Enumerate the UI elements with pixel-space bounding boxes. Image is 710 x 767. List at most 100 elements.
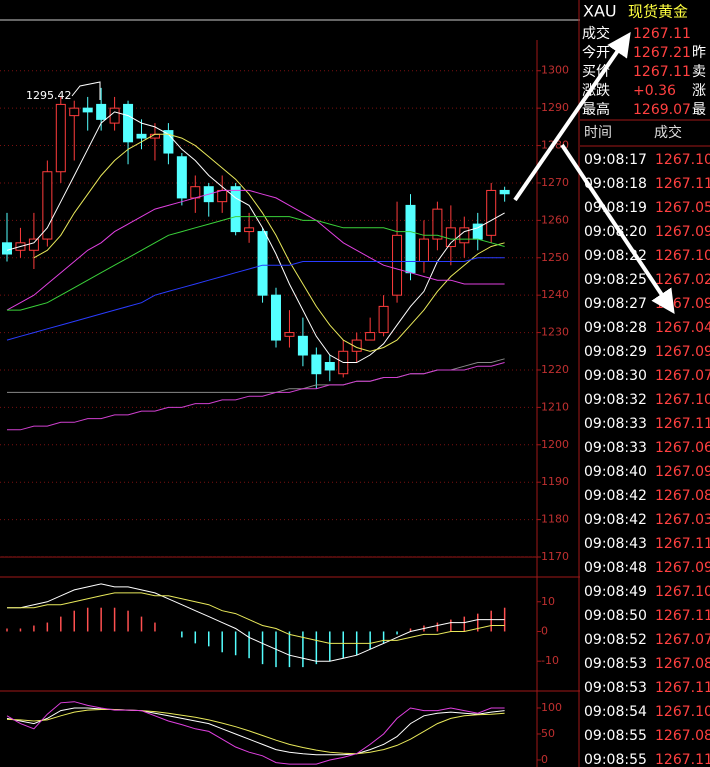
tick-price: 1267.11 [655, 608, 710, 624]
y-tick-label: 1220 [541, 363, 569, 376]
tick-price: 1267.09 [655, 464, 710, 480]
y-tick-label: 1180 [541, 513, 569, 526]
y-tick-label: 1250 [541, 251, 569, 264]
y-tick-label: 1290 [541, 101, 569, 114]
tick-price: 1267.07 [655, 368, 710, 384]
symbol: XAU [583, 2, 617, 21]
tick-price: 1267.02 [655, 272, 710, 288]
candle-body [2, 242, 12, 255]
candle-body [311, 354, 322, 375]
quote-value: 1267.11 [633, 26, 691, 42]
candle-body [271, 294, 281, 341]
candle-body [365, 332, 376, 341]
y-tick-label: 1230 [541, 326, 569, 339]
candle-body [445, 227, 456, 248]
quote-value: 1267.11 [633, 64, 691, 80]
candle-body [459, 227, 470, 244]
tick-time: 09:08:20 [584, 224, 647, 240]
candle-body [109, 107, 120, 124]
y-tick-label: 1190 [541, 475, 569, 488]
y-tick-label: 1170 [541, 550, 569, 563]
candle-body [123, 103, 134, 143]
table-header: 时间 [584, 125, 612, 141]
y-tick-label: 50 [541, 727, 555, 740]
y-tick-label: 1240 [541, 288, 569, 301]
candle-body [82, 107, 93, 113]
candle-body [284, 332, 295, 337]
candle-body [378, 305, 389, 334]
instrument-name: 现货黄金 [628, 3, 688, 21]
tick-time: 09:08:43 [584, 536, 647, 552]
tick-price: 1267.04 [655, 320, 710, 336]
annotation-leader [71, 81, 101, 100]
candle-body [418, 238, 429, 263]
quote-label: 卖 [692, 64, 706, 80]
tick-time: 09:08:55 [584, 752, 647, 767]
pane [0, 70, 537, 557]
quote-label: 最高 [582, 101, 610, 118]
tick-time: 09:08:30 [584, 368, 647, 384]
tick-price: 1267.07 [655, 632, 710, 648]
tick-price: 1267.11 [655, 176, 710, 192]
candle-body [163, 130, 174, 154]
indicator-line [33, 133, 505, 352]
quote-label: 昨 [692, 45, 706, 61]
tick-time: 09:08:40 [584, 464, 647, 480]
tick-price: 1267.10 [655, 152, 710, 168]
candle-body [69, 107, 80, 117]
tick-time: 09:08:48 [584, 560, 647, 576]
quote-label: 成交 [582, 25, 610, 42]
quote-value: 1267.21 [633, 45, 691, 61]
candle-body [297, 335, 308, 356]
indicator-line [6, 701, 505, 765]
tick-time: 09:08:28 [584, 320, 647, 336]
indicator-line [6, 707, 505, 756]
indicator-line [6, 257, 505, 341]
candle-body [351, 339, 362, 352]
candle-body [499, 189, 510, 195]
tick-price: 1267.05 [655, 200, 710, 216]
candle-body [432, 208, 443, 240]
tick-price: 1267.09 [655, 224, 710, 240]
candle-body [136, 133, 147, 139]
indicator-line [6, 189, 505, 311]
candle-body [96, 103, 107, 120]
quote-label: 涨 [692, 83, 706, 99]
tick-time: 09:08:50 [584, 608, 647, 624]
tick-price: 1267.03 [655, 512, 710, 528]
tick-price: 1267.11 [655, 416, 710, 432]
y-tick-label: 1200 [541, 438, 569, 451]
candle-body [190, 186, 201, 199]
candle-body [324, 361, 335, 371]
quote-value: +0.36 [633, 83, 676, 99]
tick-time: 09:08:53 [584, 656, 647, 672]
tick-price: 1267.08 [655, 488, 710, 504]
tick-price: 1267.11 [655, 680, 710, 696]
y-tick-label: 0 [541, 753, 548, 766]
tick-time: 09:08:53 [584, 680, 647, 696]
indicator-line [7, 583, 505, 662]
pane [6, 701, 505, 765]
y-tick-label: 100 [541, 701, 562, 714]
candle-body [257, 231, 268, 296]
quote-label: 最 [692, 102, 706, 118]
tick-price: 1267.10 [655, 392, 710, 408]
tick-time: 09:08:42 [584, 512, 647, 528]
tick-price: 1267.10 [655, 248, 710, 264]
candle-body [392, 234, 403, 296]
y-tick-label: 0 [541, 624, 548, 637]
indicator-line [6, 709, 505, 755]
tick-time: 09:08:55 [584, 728, 647, 744]
tick-price: 1267.10 [655, 704, 710, 720]
y-tick-label: 1210 [541, 400, 569, 413]
tick-time: 09:08:52 [584, 632, 647, 648]
pane [6, 583, 506, 668]
candle-body [28, 238, 39, 251]
tick-time: 09:08:32 [584, 392, 647, 408]
tick-price: 1267.08 [655, 728, 710, 744]
candle-body [405, 204, 416, 274]
y-tick-label: 10 [541, 595, 555, 608]
tick-time: 09:08:49 [584, 584, 647, 600]
candle-body [486, 189, 497, 236]
